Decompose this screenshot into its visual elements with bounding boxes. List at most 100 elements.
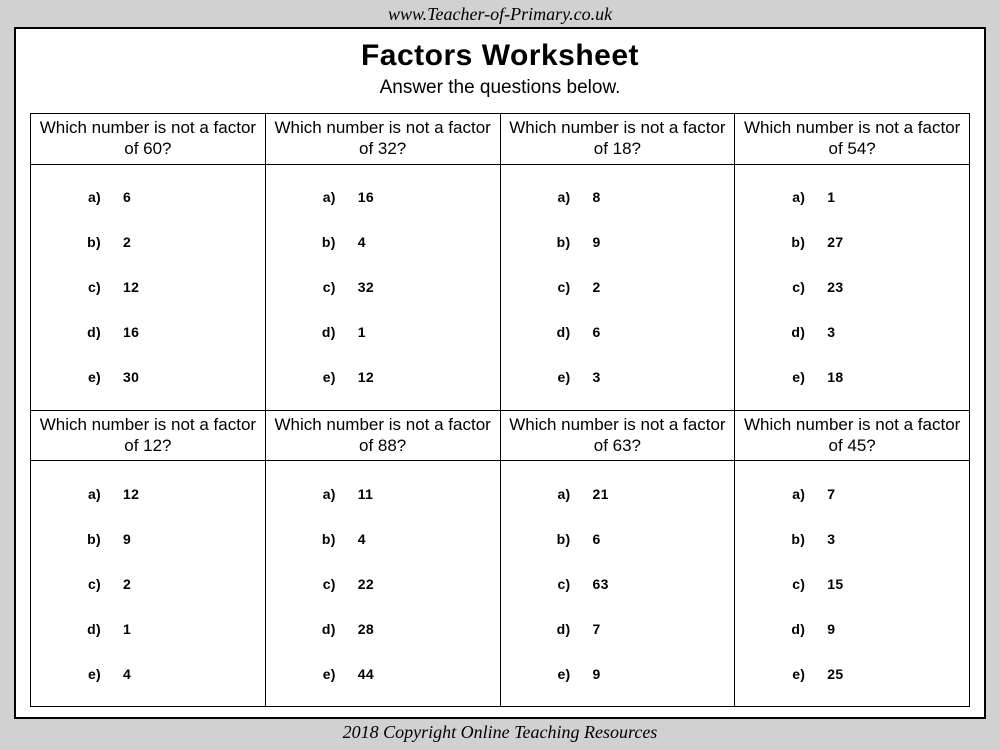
question-text: Which number is not a factor of 12? bbox=[31, 411, 265, 462]
option-value: 4 bbox=[123, 666, 131, 682]
option-row: a)7 bbox=[735, 486, 969, 502]
option-letter: d) bbox=[31, 621, 123, 637]
option-letter: a) bbox=[31, 486, 123, 502]
question-text: Which number is not a factor of 88? bbox=[266, 411, 500, 462]
option-value: 25 bbox=[827, 666, 843, 682]
option-value: 63 bbox=[593, 576, 609, 592]
option-letter: e) bbox=[31, 369, 123, 385]
option-value: 8 bbox=[593, 189, 601, 205]
option-letter: e) bbox=[266, 369, 358, 385]
option-row: a)11 bbox=[266, 486, 500, 502]
option-row: e)9 bbox=[501, 666, 735, 682]
option-value: 7 bbox=[593, 621, 601, 637]
option-letter: e) bbox=[31, 666, 123, 682]
option-value: 4 bbox=[358, 531, 366, 547]
option-value: 1 bbox=[358, 324, 366, 340]
option-value: 22 bbox=[358, 576, 374, 592]
page-subtitle: Answer the questions below. bbox=[30, 77, 970, 99]
question-cell: Which number is not a factor of 88? a)11 b… bbox=[266, 411, 501, 708]
option-row: a)8 bbox=[501, 189, 735, 205]
option-letter: c) bbox=[266, 576, 358, 592]
option-row: a)16 bbox=[266, 189, 500, 205]
option-row: a)1 bbox=[735, 189, 969, 205]
option-letter: d) bbox=[501, 324, 593, 340]
option-value: 12 bbox=[123, 486, 139, 502]
option-letter: c) bbox=[31, 279, 123, 295]
option-row: b)9 bbox=[501, 234, 735, 250]
option-letter: e) bbox=[266, 666, 358, 682]
option-letter: a) bbox=[501, 189, 593, 205]
option-value: 44 bbox=[358, 666, 374, 682]
option-letter: d) bbox=[735, 324, 827, 340]
option-value: 9 bbox=[593, 234, 601, 250]
question-cell: Which number is not a factor of 60? a)6 b)… bbox=[31, 114, 266, 411]
option-letter: a) bbox=[266, 189, 358, 205]
option-row: c)2 bbox=[501, 279, 735, 295]
option-row: d)9 bbox=[735, 621, 969, 637]
option-value: 6 bbox=[123, 189, 131, 205]
option-value: 6 bbox=[593, 531, 601, 547]
question-cell: Which number is not a factor of 18?a)8b)… bbox=[501, 114, 736, 411]
option-value: 21 bbox=[593, 486, 609, 502]
question-text: Which number is not a factor of 60? bbox=[31, 114, 265, 165]
option-row: b)2 bbox=[31, 234, 265, 250]
option-row: b)27 bbox=[735, 234, 969, 250]
option-value: 32 bbox=[358, 279, 374, 295]
options-list: a)11 b)4 c)22 d)28 e)44 bbox=[266, 461, 500, 706]
option-value: 7 bbox=[827, 486, 835, 502]
option-value: 3 bbox=[827, 324, 835, 340]
option-letter: a) bbox=[501, 486, 593, 502]
options-list: a)21 b)6 c)63 d)7 e)9 bbox=[501, 461, 735, 706]
option-value: 1 bbox=[827, 189, 835, 205]
question-text: Which number is not a factor of 32? bbox=[266, 114, 500, 165]
option-letter: c) bbox=[501, 576, 593, 592]
option-row: c)2 bbox=[31, 576, 265, 592]
option-row: b)3 bbox=[735, 531, 969, 547]
option-row: d)1 bbox=[266, 324, 500, 340]
option-letter: a) bbox=[266, 486, 358, 502]
option-value: 23 bbox=[827, 279, 843, 295]
worksheet-page: Factors Worksheet Answer the questions b… bbox=[14, 27, 986, 719]
option-row: a)6 bbox=[31, 189, 265, 205]
option-row: d)3 bbox=[735, 324, 969, 340]
option-value: 2 bbox=[593, 279, 601, 295]
option-row: e)12 bbox=[266, 369, 500, 385]
option-letter: d) bbox=[501, 621, 593, 637]
option-value: 16 bbox=[358, 189, 374, 205]
option-value: 16 bbox=[123, 324, 139, 340]
option-row: b)4 bbox=[266, 531, 500, 547]
option-row: e)18 bbox=[735, 369, 969, 385]
option-row: e)4 bbox=[31, 666, 265, 682]
option-value: 30 bbox=[123, 369, 139, 385]
header-url: www.Teacher-of-Primary.co.uk bbox=[0, 0, 1000, 27]
option-value: 2 bbox=[123, 234, 131, 250]
option-row: a)12 bbox=[31, 486, 265, 502]
option-letter: b) bbox=[31, 531, 123, 547]
option-letter: a) bbox=[735, 486, 827, 502]
options-list: a)8 b)9 c)2 d)6 e)3 bbox=[501, 165, 735, 410]
option-row: b)9 bbox=[31, 531, 265, 547]
options-list: a)1b)27c)23d)3e)18 bbox=[735, 165, 969, 410]
option-value: 3 bbox=[827, 531, 835, 547]
option-letter: b) bbox=[501, 531, 593, 547]
option-row: e)25 bbox=[735, 666, 969, 682]
option-letter: c) bbox=[501, 279, 593, 295]
option-value: 9 bbox=[593, 666, 601, 682]
option-letter: b) bbox=[735, 234, 827, 250]
option-row: e)3 bbox=[501, 369, 735, 385]
option-letter: a) bbox=[735, 189, 827, 205]
option-row: d)6 bbox=[501, 324, 735, 340]
option-row: c)15 bbox=[735, 576, 969, 592]
option-row: d)28 bbox=[266, 621, 500, 637]
option-letter: d) bbox=[266, 324, 358, 340]
question-cell: Which number is not a factor of 45? a)7 b)… bbox=[735, 411, 970, 708]
option-value: 12 bbox=[123, 279, 139, 295]
option-letter: b) bbox=[735, 531, 827, 547]
option-row: b)4 bbox=[266, 234, 500, 250]
options-list: a)7 b)3 c)15 d)9 e)25 bbox=[735, 461, 969, 706]
question-text: Which number is not a factor of 45? bbox=[735, 411, 969, 462]
option-value: 1 bbox=[123, 621, 131, 637]
option-letter: b) bbox=[31, 234, 123, 250]
option-letter: b) bbox=[266, 234, 358, 250]
option-row: a)21 bbox=[501, 486, 735, 502]
